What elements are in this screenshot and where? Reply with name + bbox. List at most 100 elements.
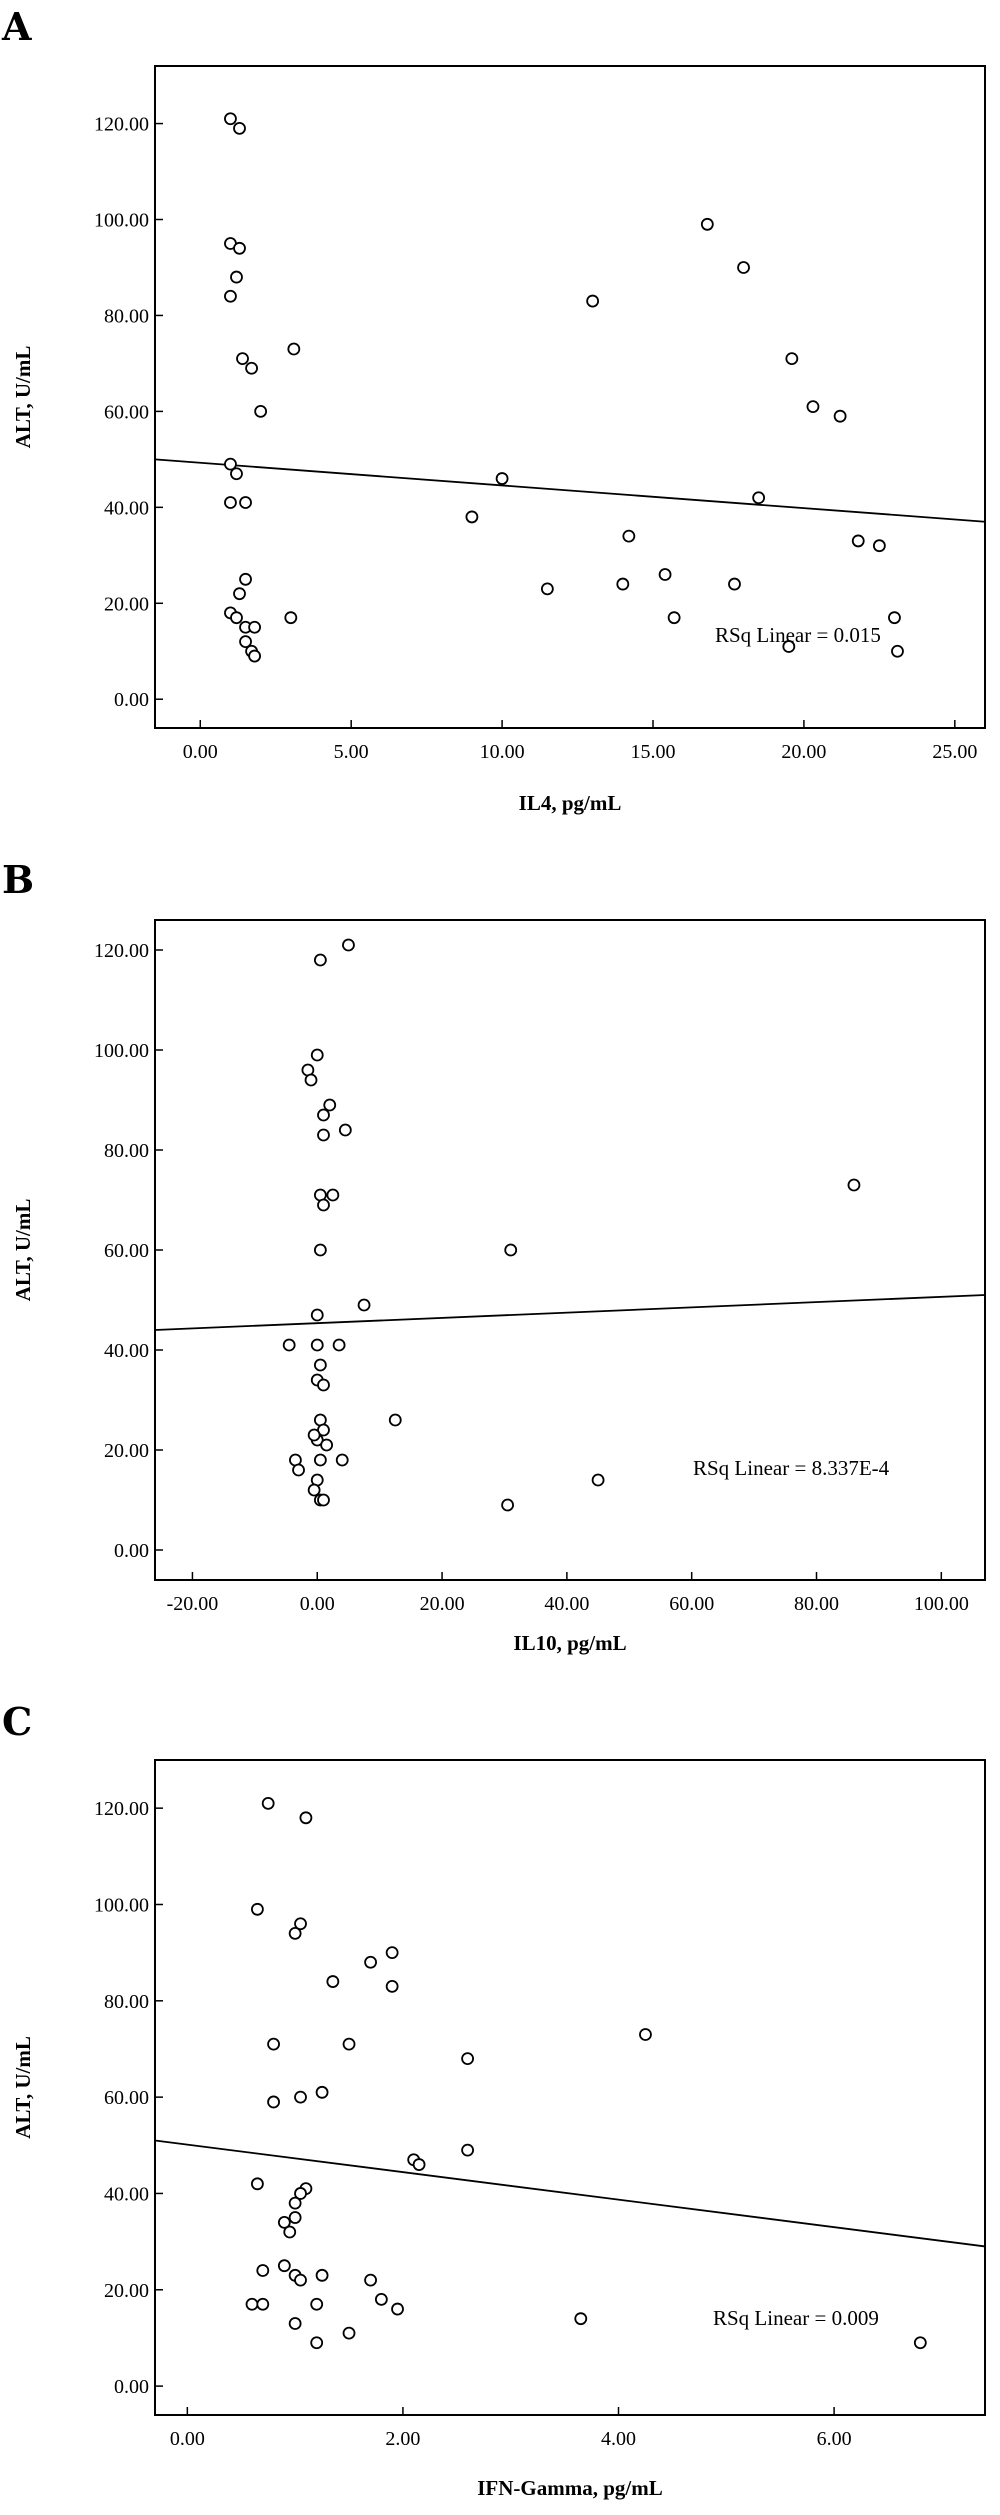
data-point <box>586 294 600 308</box>
x-tick-label: 4.00 <box>601 2428 636 2450</box>
data-point <box>317 1493 330 1507</box>
x-tick-label: 60.00 <box>669 1593 714 1615</box>
x-tick-label: 20.00 <box>420 1593 465 1615</box>
data-point <box>851 534 865 548</box>
data-point <box>591 1473 605 1487</box>
data-point <box>342 938 355 952</box>
data-point <box>239 496 252 509</box>
data-point <box>385 1946 399 1960</box>
data-point <box>465 510 479 524</box>
data-point <box>310 1308 324 1322</box>
y-tick-label: 0.00 <box>114 1540 149 1562</box>
data-point <box>313 1358 327 1372</box>
data-point <box>317 1198 330 1212</box>
y-tick-label: 60.00 <box>104 1240 149 1262</box>
data-point <box>294 2187 307 2200</box>
regression-line <box>154 2139 986 2248</box>
data-point <box>245 2297 259 2311</box>
data-point <box>323 1098 337 1112</box>
y-tick-label: 120.00 <box>94 114 149 136</box>
x-tick-label: 5.00 <box>334 741 369 763</box>
y-tick-label: 80.00 <box>104 305 149 327</box>
y-tick-label: 80.00 <box>104 1991 149 2013</box>
data-point <box>284 611 298 625</box>
rsq-annotation: RSq Linear = 0.009 <box>713 2306 879 2330</box>
data-point <box>287 342 301 356</box>
data-point <box>294 2273 307 2287</box>
data-point <box>847 1178 861 1192</box>
x-tick-label: -20.00 <box>167 1593 219 1615</box>
data-point <box>317 1378 330 1392</box>
x-axis-label: IL10, pg/mL <box>513 1631 626 1655</box>
data-point <box>364 1955 377 1969</box>
data-point <box>315 2268 329 2282</box>
data-point <box>412 2158 426 2171</box>
data-point <box>737 261 750 274</box>
data-point <box>639 2028 652 2041</box>
data-point <box>233 241 246 255</box>
data-point <box>574 2312 588 2326</box>
x-tick-label: 0.00 <box>300 1593 335 1615</box>
data-point <box>299 1811 313 1825</box>
data-point <box>233 121 246 135</box>
data-point <box>251 2177 264 2191</box>
data-point <box>267 2037 280 2051</box>
x-tick-label: 20.00 <box>781 741 826 763</box>
data-point <box>304 1073 318 1087</box>
y-tick-label: 20.00 <box>104 2280 149 2302</box>
data-point <box>313 1243 327 1257</box>
data-point <box>338 1123 352 1137</box>
data-point <box>872 539 886 553</box>
data-point <box>310 1338 324 1352</box>
plot-frame <box>154 1759 986 2416</box>
data-point <box>224 112 237 126</box>
data-point <box>267 2095 280 2109</box>
data-point <box>294 1917 307 1931</box>
data-point <box>667 611 681 625</box>
data-point <box>224 496 237 509</box>
data-point <box>317 1128 330 1142</box>
data-point <box>256 2297 270 2311</box>
y-tick-label: 80.00 <box>104 1140 149 1162</box>
x-tick-label: 100.00 <box>914 1593 969 1615</box>
data-point <box>288 2317 302 2330</box>
data-point <box>315 2085 329 2099</box>
panel-letter: B <box>2 857 34 902</box>
panel-letter: A <box>1 4 32 49</box>
y-axis-label: ALT, U/mL <box>11 1199 35 1302</box>
data-point <box>342 2037 356 2051</box>
x-tick-label: 6.00 <box>817 2428 852 2450</box>
data-point <box>785 352 799 366</box>
rsq-annotation: RSq Linear = 0.015 <box>715 623 881 647</box>
data-point <box>357 1298 371 1312</box>
y-tick-label: 120.00 <box>94 1798 149 1820</box>
regression-line <box>154 458 986 523</box>
data-point <box>461 2143 474 2157</box>
y-tick-label: 100.00 <box>94 210 149 232</box>
data-point <box>806 400 820 413</box>
data-point <box>782 640 796 653</box>
y-tick-label: 40.00 <box>104 497 149 519</box>
panel-letter: C <box>2 1699 32 1744</box>
y-tick-label: 60.00 <box>104 2087 149 2109</box>
data-point <box>307 1483 321 1497</box>
data-point <box>283 2225 297 2239</box>
data-point <box>282 1338 296 1352</box>
x-tick-label: 0.00 <box>183 741 218 763</box>
data-point <box>461 2052 474 2066</box>
data-point <box>288 1926 302 1940</box>
data-point <box>224 457 237 471</box>
data-point <box>224 289 237 303</box>
data-point <box>313 1453 327 1467</box>
plot-frame <box>154 919 986 1581</box>
data-point <box>248 620 262 634</box>
y-tick-label: 100.00 <box>94 1894 149 1916</box>
data-point <box>310 2297 324 2311</box>
data-point <box>501 1498 514 1512</box>
data-point <box>374 2293 388 2306</box>
data-point <box>310 1048 324 1062</box>
data-point <box>833 409 847 423</box>
x-tick-label: 0.00 <box>170 2428 205 2450</box>
data-point <box>277 2215 291 2229</box>
x-tick-label: 2.00 <box>385 2428 420 2450</box>
